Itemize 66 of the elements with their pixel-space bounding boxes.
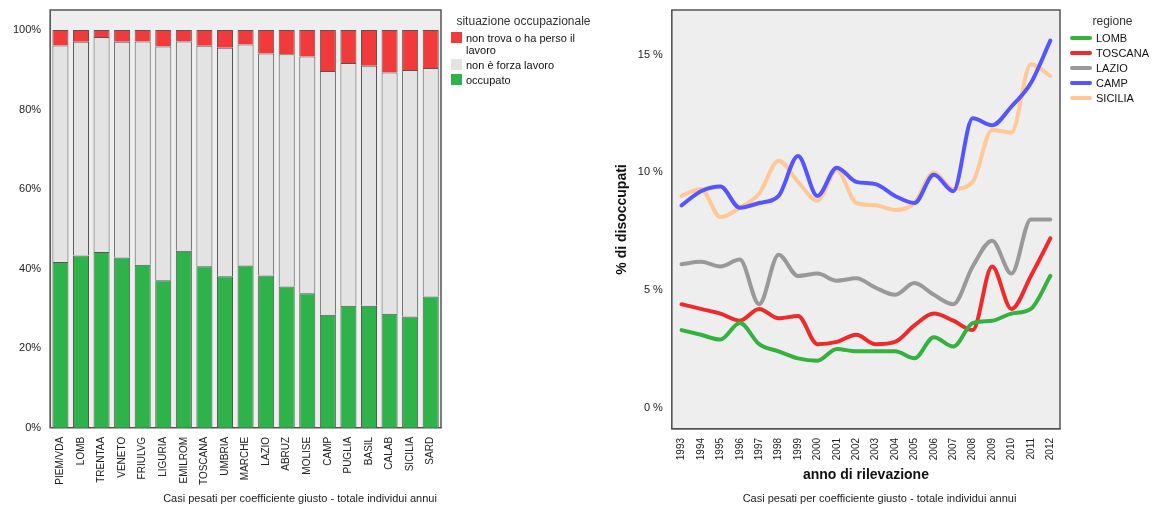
x-tick-label: 1994 bbox=[694, 437, 706, 461]
legend-label: LOMB bbox=[1096, 32, 1128, 44]
line-series bbox=[679, 273, 1053, 363]
y-tick-label: 20% bbox=[19, 341, 42, 354]
x-tick-label: VENETO bbox=[115, 436, 127, 478]
x-tick-label: 2012 bbox=[1044, 437, 1056, 461]
x-tick-label: SICILIA bbox=[403, 436, 415, 472]
x-tick-label: 2009 bbox=[985, 437, 997, 461]
y-tick-label: 0% bbox=[25, 420, 42, 433]
x-tick-label: 1995 bbox=[714, 437, 726, 461]
x-tick-label: 1993 bbox=[675, 437, 687, 461]
x-tick-label: FRIULVG bbox=[136, 436, 148, 480]
legend-label: CAMP bbox=[1096, 77, 1128, 89]
x-tick-label: LOMB bbox=[74, 436, 86, 466]
legend-label: LAZIO bbox=[1096, 62, 1128, 74]
x-tick-label: 2005 bbox=[908, 437, 920, 461]
x-tick-label: UMBRIA bbox=[218, 436, 230, 476]
x-tick-label: PUGLIA bbox=[342, 436, 354, 474]
x-tick-label: TRENTAA bbox=[95, 436, 107, 483]
x-tick-label: 2011 bbox=[1024, 437, 1036, 460]
x-tick-label: 2007 bbox=[947, 437, 959, 461]
x-tick-label: 2001 bbox=[830, 437, 842, 461]
x-tick-label: CALAB bbox=[383, 436, 395, 470]
x-tick-label: CAMP bbox=[321, 436, 333, 466]
legend-title: regione bbox=[1091, 14, 1134, 28]
x-tick-label: BASIL bbox=[362, 436, 374, 466]
line-series bbox=[679, 217, 1053, 307]
line-series bbox=[679, 236, 1053, 347]
x-tick-label: 1998 bbox=[772, 437, 784, 461]
x-tick-label: MARCHE bbox=[239, 436, 251, 481]
y-tick-label: 15 % bbox=[637, 47, 664, 60]
legend-label: TOSCANA bbox=[1096, 47, 1149, 59]
x-tick-label: 2006 bbox=[927, 437, 939, 461]
x-axis-title: anno di rilevazione bbox=[802, 466, 930, 483]
y-tick-label: 60% bbox=[19, 182, 42, 195]
x-tick-label: 2000 bbox=[811, 437, 823, 461]
x-tick-label: SARD bbox=[424, 436, 436, 465]
x-tick-label: PIEM/VDA bbox=[54, 436, 66, 485]
x-tick-label: MOLISE bbox=[301, 436, 313, 475]
x-tick-label: 2010 bbox=[1005, 437, 1017, 461]
legend-title: situazione occupazionale bbox=[455, 14, 592, 28]
y-tick-label: 10 % bbox=[637, 165, 664, 178]
x-tick-label: 2003 bbox=[869, 437, 881, 461]
x-tick-label: 1996 bbox=[733, 437, 745, 461]
line-series bbox=[679, 38, 1053, 210]
legend-label: non è forza lavoro bbox=[466, 59, 555, 71]
x-tick-label: 1997 bbox=[752, 437, 764, 461]
x-tick-label: ABRUZ bbox=[280, 436, 292, 471]
x-tick-label: 2002 bbox=[849, 437, 861, 461]
x-tick-label: LIGURIA bbox=[157, 436, 169, 477]
y-tick-label: 40% bbox=[19, 261, 42, 274]
y-tick-label: 5 % bbox=[643, 283, 664, 296]
x-tick-label: 2004 bbox=[888, 437, 900, 461]
text: Casi pesati per coefficiente giusto - totale individui annui bbox=[741, 492, 1018, 504]
x-tick-label: TOSCANA bbox=[198, 436, 210, 486]
x-tick-label: 2008 bbox=[966, 437, 978, 461]
legend-label: occupato bbox=[466, 74, 511, 86]
y-tick-label: 100% bbox=[12, 22, 42, 35]
legend-label: SICILIA bbox=[1096, 92, 1134, 104]
y-tick-label: 0 % bbox=[643, 400, 664, 413]
y-axis-title: % di disoccupati bbox=[613, 164, 630, 275]
x-tick-label: LAZIO bbox=[259, 436, 271, 466]
y-tick-label: 80% bbox=[19, 102, 42, 115]
x-tick-label: EMILROM bbox=[177, 436, 189, 484]
x-tick-label: 1999 bbox=[791, 437, 803, 461]
text: Casi pesati per coefficiente giusto - totale individui annui bbox=[162, 492, 438, 504]
